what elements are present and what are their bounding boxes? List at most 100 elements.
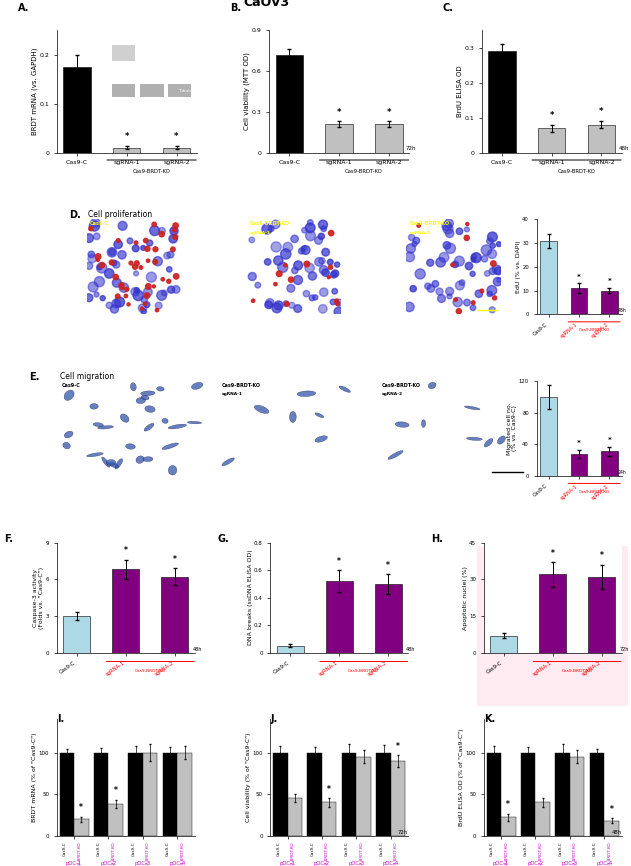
Ellipse shape xyxy=(464,406,480,410)
Circle shape xyxy=(90,221,100,231)
Bar xyxy=(112,570,139,653)
Text: Cas9-BRDT-KO: Cas9-BRDT-KO xyxy=(112,842,115,866)
Text: *: * xyxy=(610,805,613,813)
Text: pOC-4: pOC-4 xyxy=(382,862,399,866)
Circle shape xyxy=(85,294,93,301)
Circle shape xyxy=(289,302,295,308)
Circle shape xyxy=(285,301,289,307)
Circle shape xyxy=(471,253,481,262)
Circle shape xyxy=(169,235,177,243)
Circle shape xyxy=(94,292,99,297)
Ellipse shape xyxy=(144,423,154,431)
Text: pOC-2: pOC-2 xyxy=(528,862,543,866)
Circle shape xyxy=(294,305,302,313)
Circle shape xyxy=(294,261,303,270)
Circle shape xyxy=(447,294,452,299)
Circle shape xyxy=(141,245,146,250)
Circle shape xyxy=(315,236,322,244)
Bar xyxy=(555,753,570,836)
Circle shape xyxy=(491,261,496,267)
Text: Cas9-C: Cas9-C xyxy=(276,842,280,856)
Text: F.: F. xyxy=(4,533,13,544)
Text: Cas9-BRDT-KO: Cas9-BRDT-KO xyxy=(348,669,379,673)
Text: *: * xyxy=(124,132,129,141)
Circle shape xyxy=(109,260,114,265)
Bar xyxy=(490,636,517,653)
Circle shape xyxy=(173,223,179,228)
Ellipse shape xyxy=(339,386,350,392)
Circle shape xyxy=(305,223,315,233)
Bar xyxy=(604,821,619,836)
Text: 48h: 48h xyxy=(406,647,415,651)
Circle shape xyxy=(318,233,324,239)
Text: 48h: 48h xyxy=(192,647,202,651)
Circle shape xyxy=(106,302,112,308)
Ellipse shape xyxy=(64,390,74,400)
Text: Cas9-BRDT-KO: Cas9-BRDT-KO xyxy=(394,842,398,866)
Circle shape xyxy=(144,302,150,307)
Text: Cas9-BRDT-KO: Cas9-BRDT-KO xyxy=(562,669,593,673)
Circle shape xyxy=(88,255,97,263)
Circle shape xyxy=(134,261,139,266)
Circle shape xyxy=(118,222,127,230)
Text: *: * xyxy=(174,132,179,141)
Text: Cas9-C: Cas9-C xyxy=(90,222,109,226)
Bar xyxy=(326,124,353,152)
Text: Cas9-C: Cas9-C xyxy=(345,842,349,856)
Circle shape xyxy=(319,258,325,264)
Ellipse shape xyxy=(90,404,98,409)
Bar xyxy=(570,454,587,475)
Ellipse shape xyxy=(106,460,115,466)
Circle shape xyxy=(143,288,152,296)
Circle shape xyxy=(334,262,339,268)
Circle shape xyxy=(487,238,493,244)
Text: *: * xyxy=(608,436,611,443)
Circle shape xyxy=(454,256,464,266)
Circle shape xyxy=(138,304,146,313)
Circle shape xyxy=(173,235,178,239)
Text: pOC-2: pOC-2 xyxy=(100,862,117,866)
Circle shape xyxy=(248,273,256,281)
Circle shape xyxy=(283,242,293,252)
Text: A.: A. xyxy=(18,3,29,13)
Ellipse shape xyxy=(141,395,149,400)
Circle shape xyxy=(445,243,456,254)
Text: CaOV3: CaOV3 xyxy=(244,0,290,9)
Circle shape xyxy=(146,284,151,289)
Circle shape xyxy=(309,272,317,280)
Circle shape xyxy=(150,226,160,236)
Circle shape xyxy=(487,286,497,295)
Text: *: * xyxy=(327,785,331,793)
Circle shape xyxy=(95,254,101,260)
Text: Cas9-BRDT-KO: Cas9-BRDT-KO xyxy=(133,169,170,173)
Bar xyxy=(487,753,501,836)
Text: pOC-2: pOC-2 xyxy=(314,862,330,866)
Y-axis label: Migrated cell no.
(% vs. Cas9-C): Migrated cell no. (% vs. Cas9-C) xyxy=(507,402,517,455)
Circle shape xyxy=(497,278,502,282)
Circle shape xyxy=(475,290,483,298)
Circle shape xyxy=(119,282,124,288)
Text: 24h: 24h xyxy=(617,470,626,475)
Circle shape xyxy=(139,266,143,269)
Circle shape xyxy=(464,236,469,241)
Circle shape xyxy=(153,256,162,266)
Circle shape xyxy=(143,302,146,306)
Circle shape xyxy=(305,231,316,241)
Text: *: * xyxy=(337,557,341,565)
Circle shape xyxy=(487,291,492,296)
Circle shape xyxy=(112,299,121,307)
Bar xyxy=(63,67,91,152)
Text: Cas9-BRDT-KO: Cas9-BRDT-KO xyxy=(291,842,295,866)
Text: *: * xyxy=(337,107,341,117)
Ellipse shape xyxy=(168,424,187,429)
Circle shape xyxy=(276,271,282,276)
Circle shape xyxy=(91,218,100,227)
Text: *: * xyxy=(124,546,127,555)
Circle shape xyxy=(405,252,415,262)
Text: pOC-3: pOC-3 xyxy=(562,862,578,866)
Text: Cas9-C: Cas9-C xyxy=(61,383,80,388)
Circle shape xyxy=(320,288,328,296)
Ellipse shape xyxy=(388,450,403,459)
Y-axis label: Apoptotic nuclei (%): Apoptotic nuclei (%) xyxy=(463,565,468,630)
Circle shape xyxy=(456,308,461,313)
